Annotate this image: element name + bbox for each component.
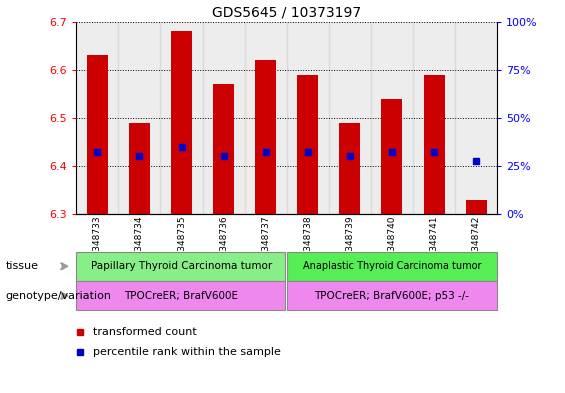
Bar: [76, 281, 285, 310]
Text: Anaplastic Thyroid Carcinoma tumor: Anaplastic Thyroid Carcinoma tumor: [303, 261, 481, 271]
Bar: [202, 22, 245, 214]
Text: genotype/variation: genotype/variation: [6, 291, 112, 301]
Bar: [371, 22, 413, 214]
Bar: [76, 22, 119, 214]
Bar: [329, 22, 371, 214]
Text: TPOCreER; BrafV600E: TPOCreER; BrafV600E: [124, 291, 238, 301]
Text: percentile rank within the sample: percentile rank within the sample: [93, 347, 281, 357]
Text: TPOCreER; BrafV600E; p53 -/-: TPOCreER; BrafV600E; p53 -/-: [315, 291, 470, 301]
Bar: [297, 75, 318, 214]
Bar: [466, 200, 486, 214]
Bar: [424, 75, 445, 214]
Bar: [171, 31, 192, 214]
Bar: [119, 22, 160, 214]
Text: Papillary Thyroid Carcinoma tumor: Papillary Thyroid Carcinoma tumor: [91, 261, 272, 271]
Bar: [286, 281, 497, 310]
Bar: [340, 123, 360, 214]
Bar: [255, 60, 276, 214]
Bar: [286, 252, 497, 281]
Bar: [76, 252, 285, 281]
Bar: [413, 22, 455, 214]
Bar: [160, 22, 202, 214]
Bar: [245, 22, 287, 214]
Bar: [129, 123, 150, 214]
Bar: [455, 22, 497, 214]
Text: transformed count: transformed count: [93, 327, 197, 337]
Title: GDS5645 / 10373197: GDS5645 / 10373197: [212, 5, 361, 19]
Bar: [87, 55, 108, 214]
Bar: [287, 22, 329, 214]
Text: tissue: tissue: [6, 261, 38, 271]
Bar: [213, 84, 234, 214]
Bar: [381, 99, 402, 214]
